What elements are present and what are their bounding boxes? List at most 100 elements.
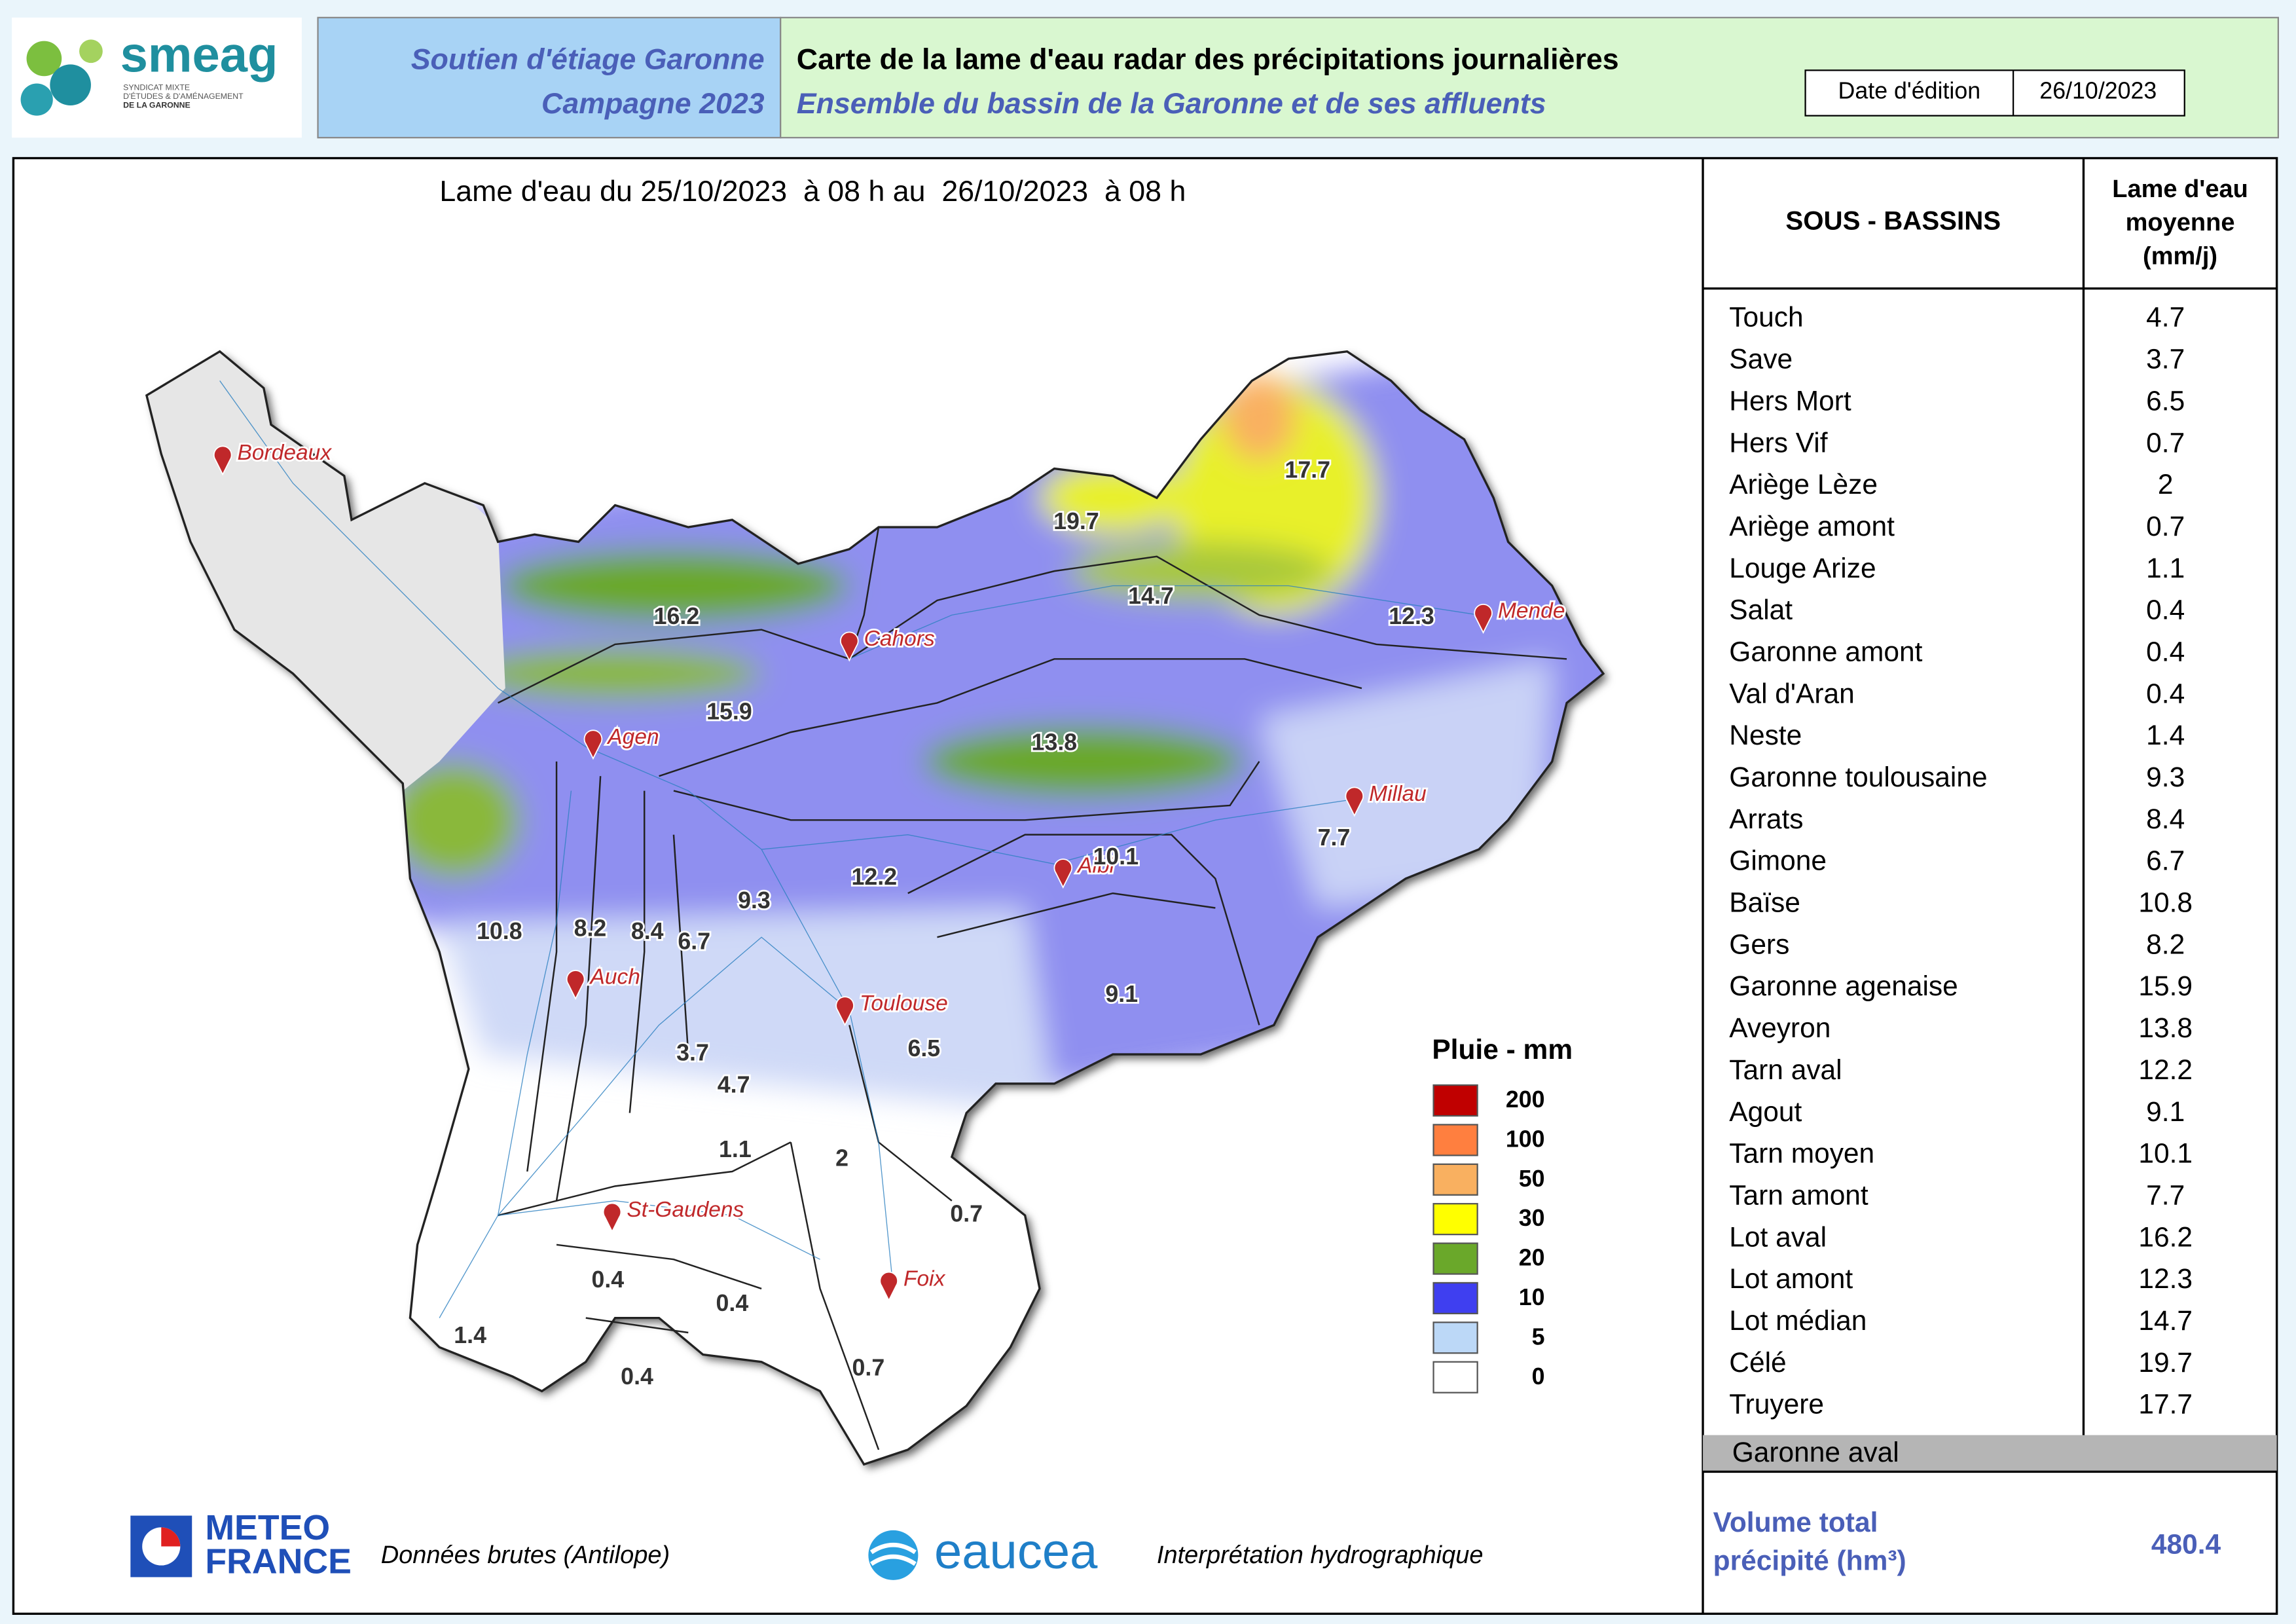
meteo-note: Données brutes (Antilope) [381, 1541, 670, 1569]
legend-swatch [1432, 1163, 1478, 1196]
city-marker [1053, 858, 1073, 889]
row-value: 14.7 [2138, 1306, 2193, 1337]
row-value: 17.7 [2138, 1390, 2193, 1420]
logo-tagline: DE LA GARONNE [123, 100, 191, 109]
legend-swatch [1432, 1242, 1478, 1275]
row-name: Baïse [1729, 888, 1800, 919]
row-value: 2 [2158, 470, 2174, 500]
city-marker [1474, 604, 1493, 635]
row-name: Arrats [1729, 804, 1803, 835]
legend-title: Pluie - mm [1432, 1035, 1573, 1065]
city-marker [213, 445, 232, 476]
row-name: Gimone [1729, 846, 1827, 877]
row-value: 9.3 [2146, 762, 2185, 793]
row-name: Garonne toulousaine [1729, 762, 1987, 793]
row-value: 8.2 [2146, 929, 2185, 960]
row-band [1703, 1435, 2277, 1472]
row-name: Hers Vif [1729, 428, 1827, 458]
subbasin-value: 6.5 [907, 1035, 940, 1061]
legend-swatch [1432, 1282, 1478, 1315]
row-name: Lot amont [1729, 1264, 1853, 1295]
legend-swatch [1432, 1084, 1478, 1117]
city-label: Millau [1369, 782, 1427, 806]
subbasin-value: 16.2 [654, 603, 700, 629]
rain-zone [498, 549, 850, 623]
subbasin-value: 1.4 [454, 1322, 486, 1348]
subbasin-value: 7.7 [1318, 824, 1351, 851]
row-name: Save [1729, 344, 1793, 375]
table-header: (mm/j) [2143, 243, 2217, 270]
row-value: 1.4 [2146, 720, 2185, 751]
city-label: St-Gaudens [627, 1198, 744, 1222]
row-name: Lot aval [1729, 1222, 1827, 1253]
row-value: 0.4 [2146, 595, 2185, 626]
subbasin-value: 9.3 [738, 887, 771, 913]
row-name: Louge Arize [1729, 553, 1876, 584]
date-label: Date d'édition [1838, 77, 1981, 103]
eaucea-note: Interprétation hydrographique [1157, 1541, 1484, 1569]
rain-zone [468, 647, 762, 700]
meteo-name: FRANCE [205, 1541, 352, 1581]
row-value: 6.7 [2146, 846, 2185, 877]
legend-value: 20 [1519, 1245, 1545, 1271]
row-value: 6.5 [2146, 386, 2185, 416]
legend-value: 200 [1506, 1086, 1545, 1113]
subbasin-value: 12.2 [852, 864, 898, 890]
program: Soutien d'étiage Garonne [411, 44, 765, 76]
logo-shape [50, 64, 91, 106]
row-name: Tarn amont [1729, 1180, 1868, 1211]
city-marker [583, 729, 603, 760]
row-name: Lot médian [1729, 1306, 1867, 1337]
logo-shape [20, 83, 53, 116]
row-value: 16.2 [2138, 1222, 2193, 1253]
title: Carte de la lame d'eau radar des précipi… [797, 44, 1619, 76]
row-value: 0.4 [2146, 637, 2185, 667]
subbasin-value: 9.1 [1105, 981, 1138, 1007]
row-value: 10.1 [2138, 1139, 2193, 1170]
row-name: Aveyron [1729, 1013, 1831, 1044]
legend-value: 10 [1519, 1284, 1545, 1310]
row-name: Ariège Lèze [1729, 470, 1878, 500]
city-label: Toulouse [860, 991, 948, 1016]
row-name: Tarn aval [1729, 1055, 1842, 1086]
subbasin-value: 17.7 [1285, 457, 1330, 483]
subbasin-value: 0.7 [950, 1201, 983, 1227]
city-label: Agen [606, 725, 659, 749]
date-box [1804, 69, 2185, 117]
subbasin-value: 0.4 [591, 1266, 624, 1293]
row-name: Touch [1729, 303, 1803, 333]
subbasin-value: 12.3 [1389, 603, 1434, 629]
date: 26/10/2023 [2039, 77, 2157, 103]
subbasin-borders [498, 526, 1567, 1450]
row-value: 0.4 [2146, 678, 2185, 709]
city-marker [840, 631, 859, 662]
row-name: Hers Mort [1729, 386, 1851, 416]
row-value: 7.7 [2146, 1180, 2185, 1211]
eaucea-name: eaucea [934, 1524, 1098, 1579]
row-value: 10.8 [2138, 888, 2193, 919]
logo-name: smeag [120, 28, 278, 83]
meteo-logo [161, 1527, 181, 1547]
legend-value: 100 [1506, 1126, 1545, 1152]
subbasin-value: 15.9 [706, 699, 752, 725]
row-name: Truyere [1729, 1390, 1824, 1420]
subbasin-value: 19.7 [1053, 508, 1099, 534]
row-name: Val d'Aran [1729, 678, 1854, 709]
program: Campagne 2023 [541, 88, 765, 120]
subbasin-value: 0.4 [716, 1290, 749, 1316]
row-name: Garonne agenaise [1729, 971, 1958, 1002]
row-name: Garonne aval [1732, 1437, 1899, 1468]
row-name: Ariège amont [1729, 511, 1895, 542]
table-header: moyenne [2126, 209, 2235, 236]
subbasin-value: 6.7 [678, 929, 710, 955]
table-header: SOUS - BASSINS [1785, 206, 2001, 236]
subbasin-value: 3.7 [676, 1040, 709, 1066]
logo-tagline: D'ÉTUDES & D'AMÉNAGEMENT [123, 91, 244, 101]
subbasin-value: 0.7 [852, 1354, 885, 1380]
subbasin-value: 13.8 [1032, 729, 1078, 755]
logo-shape [79, 39, 103, 64]
rain-zone [439, 908, 1055, 1113]
row-value: 0.7 [2146, 511, 2185, 542]
rain-zone [1068, 542, 1333, 600]
subbasin-value: 4.7 [718, 1072, 750, 1098]
